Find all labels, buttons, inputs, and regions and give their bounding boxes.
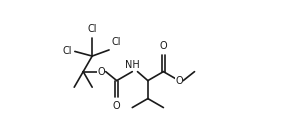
Text: O: O xyxy=(160,41,167,51)
Text: Cl: Cl xyxy=(63,46,72,56)
Text: O: O xyxy=(97,67,105,77)
Text: O: O xyxy=(113,101,120,111)
Text: Cl: Cl xyxy=(112,37,121,47)
Text: NH: NH xyxy=(125,60,140,70)
Text: Cl: Cl xyxy=(87,24,97,34)
Text: O: O xyxy=(175,76,183,86)
